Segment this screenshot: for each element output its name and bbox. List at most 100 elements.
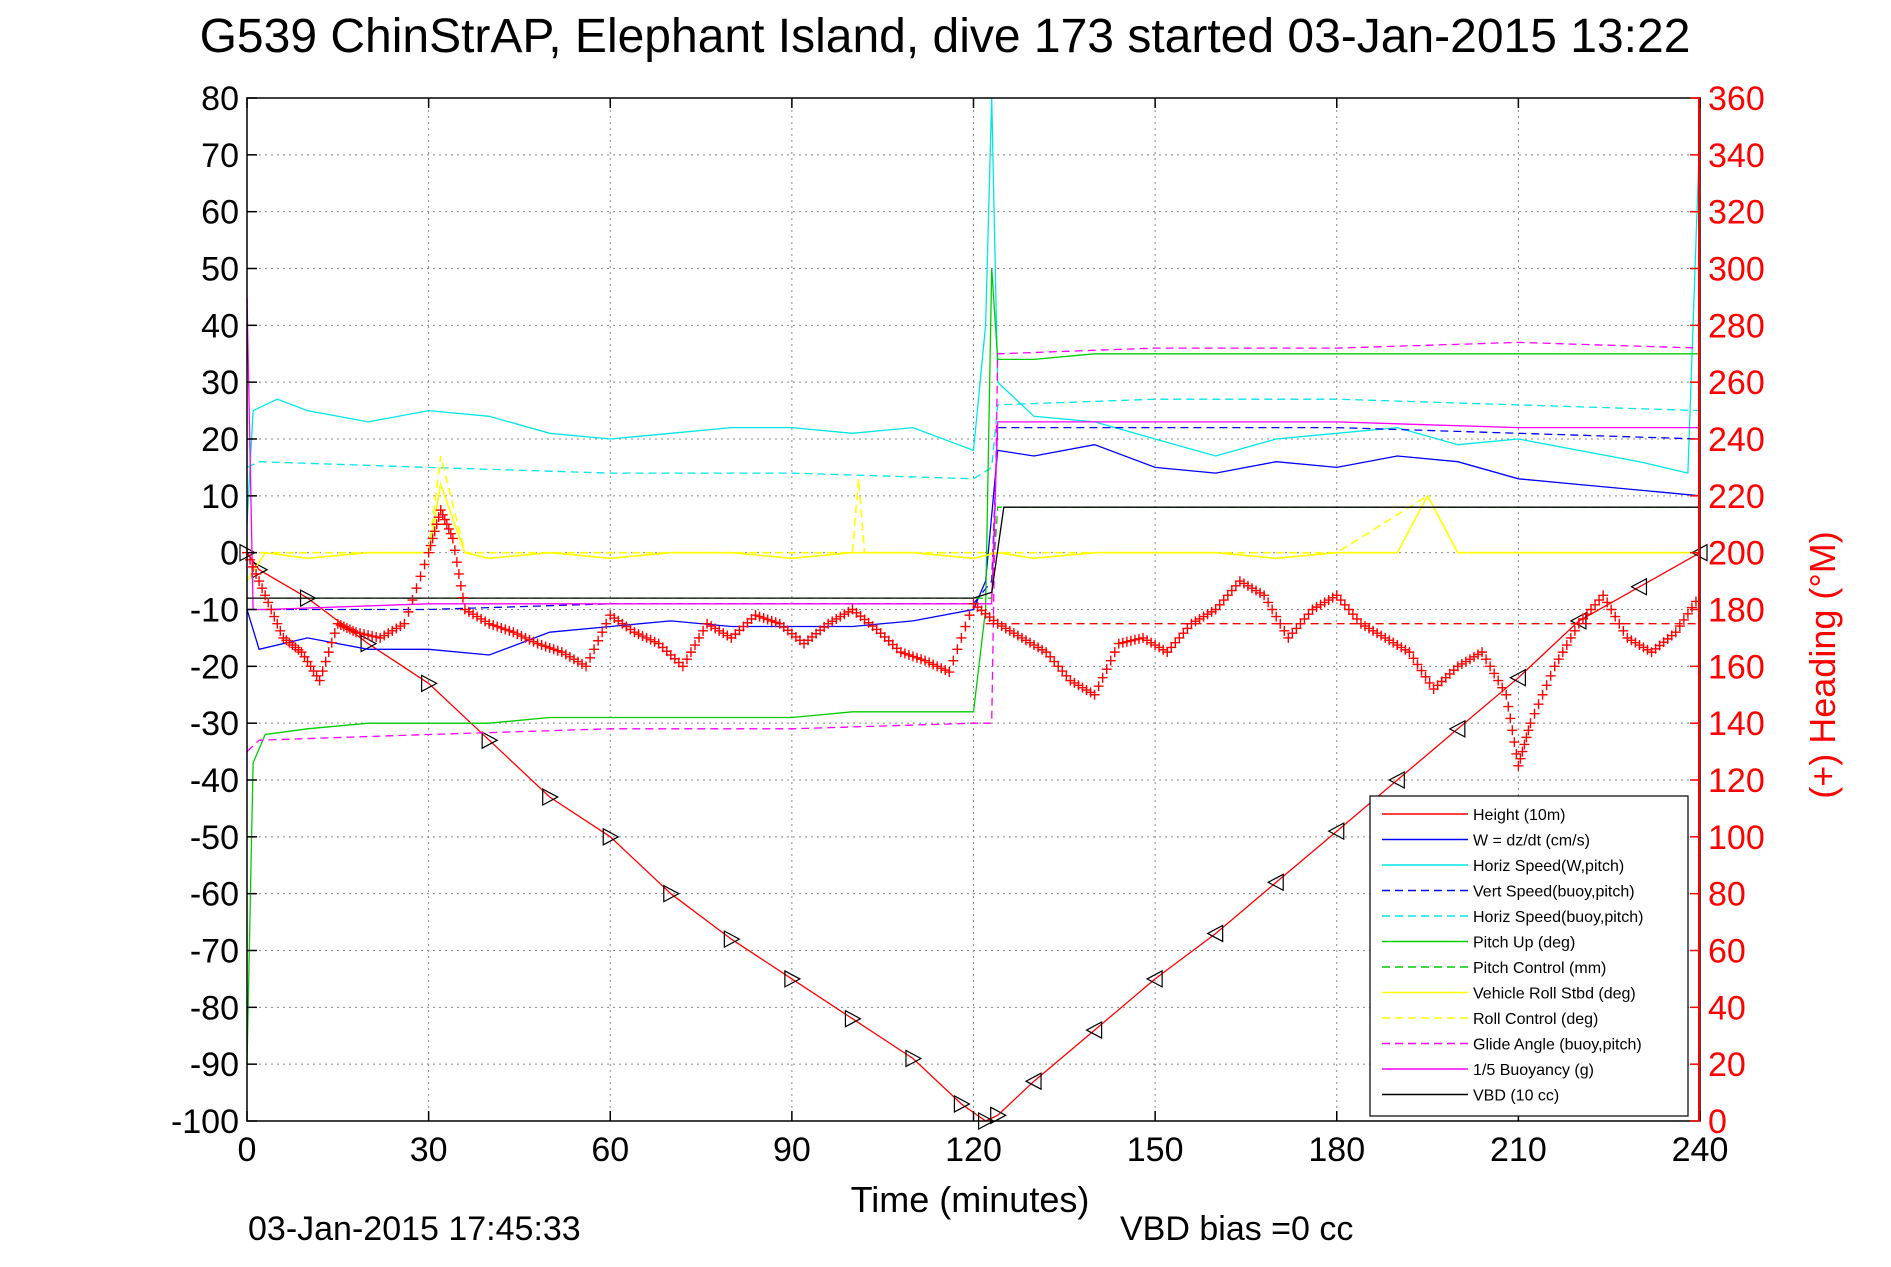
heading-marker: [1085, 687, 1096, 698]
heading-marker: [1121, 636, 1132, 647]
y-tick-label: 70: [201, 137, 239, 175]
series-line-11: [247, 506, 1700, 599]
heading-marker: [455, 580, 466, 591]
heading-marker: [1598, 590, 1609, 601]
y-tick-label: -50: [190, 819, 239, 857]
heading-marker: [1420, 671, 1431, 682]
x-tick-label: 90: [773, 1131, 811, 1169]
heading-marker: [1412, 659, 1423, 670]
heading-marker: [540, 641, 551, 652]
series-line-1: [246, 444, 1701, 656]
heading-marker: [375, 632, 386, 643]
heading-marker: [350, 627, 361, 638]
heading-marker: [488, 620, 499, 631]
heading-marker: [1404, 647, 1415, 658]
heading-marker: [1202, 609, 1213, 620]
heading-marker: [317, 666, 328, 677]
heading-marker: [1016, 632, 1027, 643]
height-marker: [602, 827, 620, 846]
y-tick-label: 30: [201, 364, 239, 402]
heading-marker: [1057, 666, 1068, 677]
heading-marker: [1525, 718, 1536, 729]
heading-marker: [500, 624, 511, 635]
legend-label: Pitch Control (mm): [1473, 960, 1606, 977]
heading-marker: [476, 613, 487, 624]
series-layer: [239, 97, 1708, 1130]
y-tick-label: -60: [190, 876, 239, 914]
heading-marker: [1279, 625, 1290, 636]
heading-marker: [439, 514, 450, 525]
heading-marker: [1101, 664, 1112, 675]
heading-marker: [415, 571, 426, 582]
heading-marker: [459, 604, 470, 615]
heading-marker: [1206, 606, 1217, 617]
height-marker: [1388, 771, 1405, 789]
y2-tick-label: 320: [1708, 194, 1765, 232]
heading-marker: [254, 576, 265, 587]
heading-marker: [431, 519, 442, 530]
heading-marker: [1529, 708, 1540, 719]
heading-marker: [468, 609, 479, 620]
heading-marker: [928, 659, 939, 670]
heading-marker: [1049, 656, 1060, 667]
heading-marker: [1097, 672, 1108, 683]
heading-marker: [722, 630, 733, 641]
heading-marker: [1473, 649, 1484, 660]
y2-tick-label: 260: [1708, 364, 1765, 402]
heading-marker: [272, 618, 283, 629]
heading-marker: [706, 621, 717, 632]
heading-marker: [544, 642, 555, 653]
heading-marker: [1452, 661, 1463, 672]
heading-marker: [552, 645, 563, 656]
heading-marker: [1493, 675, 1504, 686]
heading-marker: [754, 611, 765, 622]
heading-marker: [1408, 653, 1419, 664]
heading-marker: [1569, 625, 1580, 636]
y2-tick-label: 340: [1708, 137, 1765, 175]
heading-marker: [407, 595, 418, 606]
legend-label: Vehicle Roll Stbd (deg): [1473, 986, 1636, 1003]
heading-marker: [419, 559, 430, 570]
heading-marker: [411, 583, 422, 594]
heading-marker: [1037, 644, 1048, 655]
y2-tick-label: 180: [1708, 592, 1765, 630]
heading-marker: [1485, 661, 1496, 672]
y2-tick-label: 360: [1708, 80, 1765, 118]
y2-tick-label: 200: [1708, 535, 1765, 573]
heading-marker: [1263, 597, 1274, 608]
heading-marker: [1537, 689, 1548, 700]
heading-marker: [512, 629, 523, 640]
heading-marker: [1166, 642, 1177, 653]
y-tick-label: -80: [190, 989, 239, 1027]
legend-label: W = dz/dt (cm/s): [1473, 833, 1590, 850]
heading-marker: [1364, 623, 1375, 634]
heading-marker: [427, 533, 438, 544]
series-line-3: [247, 426, 1701, 611]
heading-marker: [472, 611, 483, 622]
heading-marker: [1077, 682, 1088, 693]
heading-marker: [1545, 670, 1556, 681]
heading-marker: [504, 625, 515, 636]
heading-marker: [964, 610, 975, 621]
heading-marker: [1299, 613, 1310, 624]
heading-marker: [750, 610, 761, 621]
heading-marker: [1267, 604, 1278, 615]
heading-marker: [367, 631, 378, 642]
heading-marker: [1259, 590, 1270, 601]
heading-marker: [516, 631, 527, 642]
heading-marker: [443, 523, 454, 534]
x-tick-label: 30: [410, 1131, 448, 1169]
heading-marker: [1162, 647, 1173, 658]
heading-marker: [564, 651, 575, 662]
heading-marker: [1214, 599, 1225, 610]
heading-marker: [593, 635, 604, 646]
y2-tick-label: 0: [1708, 1103, 1727, 1141]
heading-marker: [843, 606, 854, 617]
heading-marker: [823, 618, 834, 629]
heading-marker: [423, 547, 434, 558]
heading-marker: [1311, 602, 1322, 613]
heading-marker: [383, 628, 394, 639]
heading-marker: [714, 625, 725, 636]
heading-marker: [1113, 638, 1124, 649]
